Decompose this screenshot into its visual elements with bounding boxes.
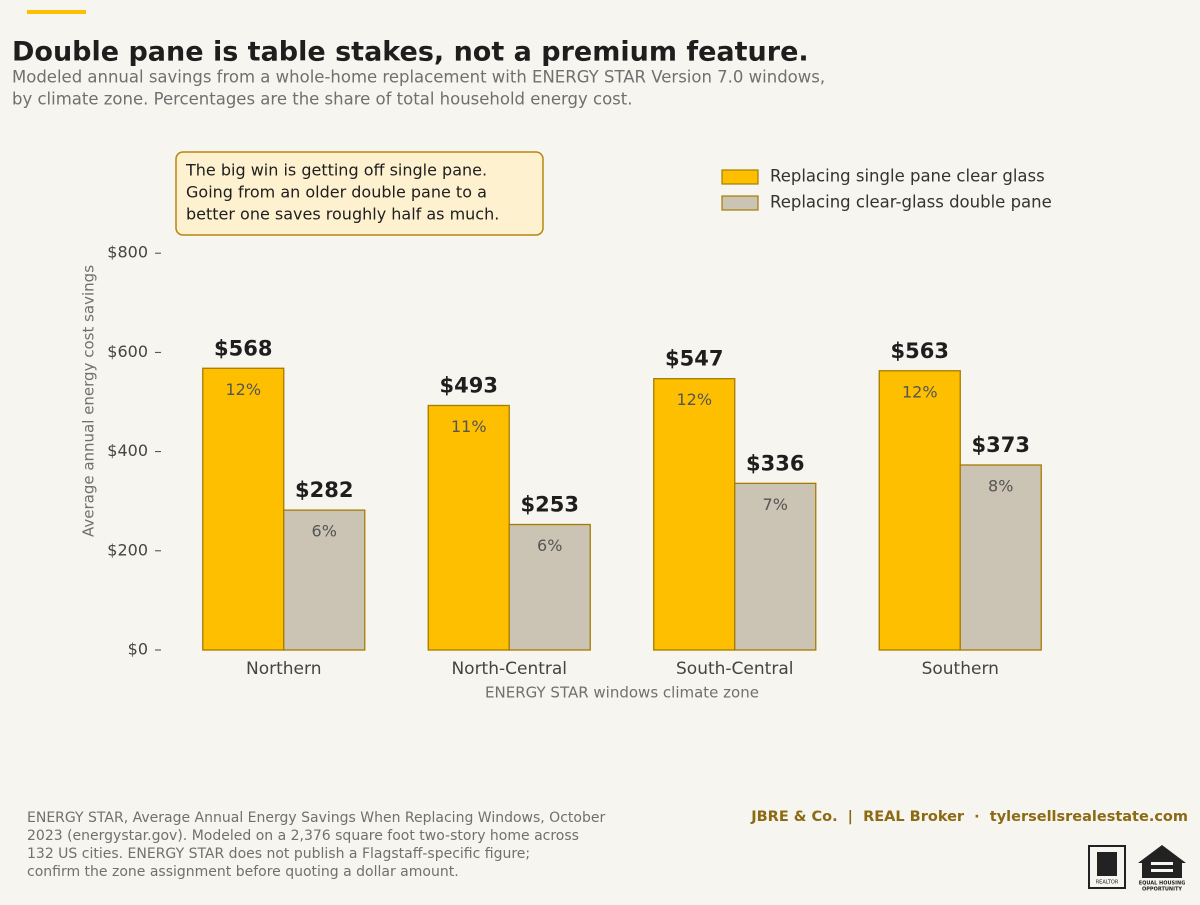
subtitle: by climate zone. Percentages are the sha… — [12, 90, 632, 109]
logo-text: EQUAL HOUSING — [1139, 881, 1186, 887]
accent-bar — [27, 10, 86, 14]
bar — [427, 404, 510, 651]
subtitle: Modeled annual savings from a whole-home… — [12, 68, 825, 87]
x-axis-label: ENERGY STAR windows climate zone — [485, 684, 759, 702]
y-tick-label: $0 — [128, 640, 148, 659]
y-axis-label: Average annual energy cost savings — [80, 265, 98, 537]
y-tick-label: $400 — [107, 441, 148, 460]
y-tick-label: $200 — [107, 540, 148, 559]
value-label: $493 — [440, 373, 498, 397]
share-label: 12% — [902, 382, 938, 401]
source: 2023 (energystar.gov). Modeled on a 2,37… — [27, 828, 579, 844]
legend-swatch — [721, 195, 759, 211]
equal-housing-logo-bar — [1151, 862, 1173, 865]
x-tick-label: North-Central — [451, 659, 567, 679]
share-label: 6% — [537, 536, 562, 555]
x-tick-label: Northern — [246, 659, 321, 679]
value-label: $336 — [746, 451, 804, 475]
brand: JBRE & Co. | REAL Broker · tylersellsrea… — [750, 809, 1188, 825]
share-label: 12% — [225, 380, 261, 399]
bar — [878, 370, 961, 651]
legend-label: Replacing clear-glass double pane — [770, 193, 1052, 212]
x-tick-label: Southern — [922, 659, 999, 679]
bar — [283, 509, 366, 651]
chart-title: Double pane is table stakes, not a premi… — [12, 37, 809, 68]
share-label: 6% — [312, 522, 337, 541]
annotation-box — [175, 151, 544, 236]
share-label: 12% — [676, 390, 712, 409]
bar — [653, 378, 736, 651]
x-tick-label: South-Central — [676, 659, 793, 679]
share-label: 8% — [988, 476, 1013, 495]
equal-housing-logo — [1138, 845, 1186, 878]
annotation: Going from an older double pane to a — [186, 183, 487, 202]
equal-housing-logo-bar — [1151, 869, 1173, 872]
legend-swatch — [721, 169, 759, 185]
source: 132 US cities. ENERGY STAR does not publ… — [27, 846, 530, 862]
bar — [734, 482, 817, 651]
bar — [202, 367, 285, 651]
bar — [508, 523, 591, 651]
value-label: $547 — [665, 347, 723, 371]
value-label: $568 — [214, 336, 272, 360]
y-tick-label: $600 — [107, 342, 148, 361]
legend-label: Replacing single pane clear glass — [770, 167, 1045, 186]
share-label: 11% — [451, 417, 487, 436]
share-label: 7% — [763, 495, 788, 514]
source: confirm the zone assignment before quoti… — [27, 864, 459, 880]
value-label: $282 — [295, 478, 353, 502]
bar — [959, 464, 1042, 651]
logo-text: OPPORTUNITY — [1142, 887, 1182, 893]
value-label: $253 — [521, 493, 579, 517]
annotation: better one saves roughly half as much. — [186, 205, 499, 224]
realtor-logo — [1088, 845, 1126, 889]
value-label: $373 — [972, 433, 1030, 457]
annotation: The big win is getting off single pane. — [185, 161, 487, 180]
logo-text: REALTOR — [1096, 880, 1119, 886]
realtor-logo-mark — [1097, 852, 1117, 876]
value-label: $563 — [891, 339, 949, 363]
y-tick-label: $800 — [107, 243, 148, 262]
source: ENERGY STAR, Average Annual Energy Savin… — [27, 810, 605, 826]
